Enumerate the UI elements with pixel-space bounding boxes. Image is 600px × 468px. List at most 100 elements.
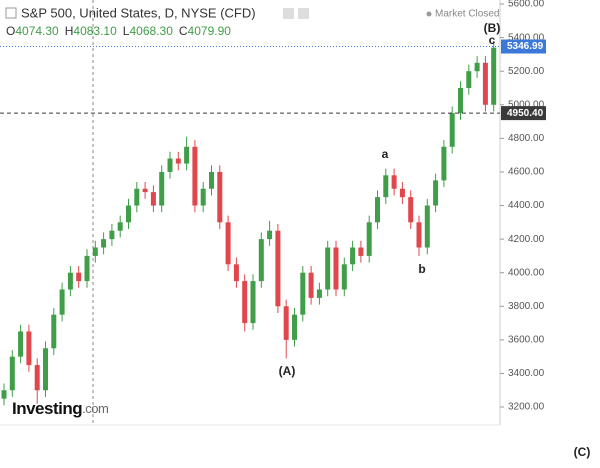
- plot: 3200.00 3400.00 3600.00 3800.00 4000.00 4200.…: [0, 0, 546, 413]
- candle-body: [92, 247, 98, 256]
- candle-body: [134, 188, 140, 206]
- candle-body: [424, 205, 430, 248]
- candle-body: [482, 62, 488, 105]
- candle-body: [275, 230, 281, 307]
- candle-body: [59, 289, 65, 315]
- candle-body: [117, 222, 123, 231]
- candle-body: [308, 272, 314, 298]
- candle-body: [366, 222, 372, 256]
- logo-main: Investing: [12, 399, 82, 418]
- candle-body: [433, 180, 439, 206]
- candle-body: [1, 390, 7, 399]
- y-tick-label: 5400.00: [508, 32, 545, 43]
- price-label: 5346.99: [507, 41, 544, 52]
- wave-label: b: [418, 262, 425, 276]
- candle-body: [300, 272, 306, 315]
- candle-body: [26, 331, 32, 366]
- y-tick-label: 3400.00: [508, 368, 545, 379]
- market-status: Market Closed: [435, 9, 499, 20]
- wave-label: (C): [574, 445, 591, 459]
- candle-body: [184, 146, 190, 164]
- ohlc-value: 4068.30: [129, 24, 173, 38]
- y-tick-label: 4000.00: [508, 267, 545, 278]
- y-tick-label: 3600.00: [508, 335, 545, 346]
- ohlc-key: H: [65, 24, 74, 38]
- candle-body: [233, 264, 239, 282]
- candle-body: [192, 146, 198, 206]
- candle-body: [167, 158, 173, 172]
- candle-body: [283, 306, 289, 340]
- candle-body: [250, 281, 256, 324]
- candle-body: [34, 365, 40, 391]
- candle-body: [316, 289, 322, 298]
- candle-body: [209, 171, 214, 189]
- candle-body: [217, 171, 223, 223]
- candle-body: [292, 314, 297, 340]
- icon[interactable]: [298, 8, 309, 19]
- candle-body: [474, 62, 480, 72]
- candle-body: [466, 71, 472, 88]
- icon[interactable]: [283, 8, 294, 19]
- y-tick-label: 5200.00: [508, 66, 545, 77]
- ohlc-bar: O4074.30 H4083.10 L4068.30 C4079.90: [6, 24, 231, 38]
- y-tick-label: 5600.00: [508, 0, 545, 10]
- candle-body: [43, 348, 48, 391]
- wave-label: a: [382, 147, 389, 161]
- candle-body: [458, 87, 463, 114]
- candle-body: [416, 222, 422, 248]
- collapse-icon[interactable]: [5, 7, 17, 19]
- candle-body: [150, 192, 156, 206]
- candle-body: [408, 197, 414, 223]
- ohlc-value: 4083.10: [73, 24, 117, 38]
- candle-body: [375, 197, 380, 223]
- candle-body: [491, 47, 497, 105]
- y-tick-label: 3200.00: [508, 402, 545, 413]
- candle-body: [341, 264, 347, 290]
- wave-label: (B): [484, 21, 501, 35]
- candle-body: [399, 188, 405, 198]
- candle-body: [441, 146, 447, 181]
- chart-title: S&P 500, United States, D, NYSE (CFD): [21, 5, 256, 20]
- y-tick-label: 5000.00: [508, 99, 545, 110]
- price-label-box: [501, 39, 546, 54]
- y-tick-label: 4800.00: [508, 133, 545, 144]
- ohlc-key: L: [123, 24, 130, 38]
- candle-body: [358, 247, 364, 256]
- price-label-box: [501, 106, 546, 121]
- price-label: 4950.40: [507, 108, 544, 119]
- candle-body: [109, 230, 115, 240]
- candle-body: [18, 331, 24, 357]
- candle-body: [159, 171, 165, 206]
- logo: Investing.com: [12, 399, 108, 418]
- candle-body: [200, 188, 206, 206]
- candle-body: [175, 158, 181, 164]
- candle-body: [225, 222, 231, 265]
- status-dot: [426, 11, 432, 17]
- candle-body: [126, 205, 131, 223]
- ohlc-text: O4074.30 H4083.10 L4068.30 C4079.90: [6, 24, 231, 38]
- y-tick-label: 3800.00: [508, 301, 545, 312]
- candle-body: [76, 272, 82, 282]
- candle-body: [449, 113, 455, 147]
- ohlc-value: 4079.90: [188, 24, 232, 38]
- wave-label: (A): [279, 364, 296, 378]
- y-tick-label: 4200.00: [508, 234, 545, 245]
- candle-body: [383, 175, 389, 198]
- candle-body: [258, 239, 264, 282]
- candle-body: [325, 247, 331, 290]
- candle-body: [67, 272, 73, 290]
- ohlc-value: 4074.30: [15, 24, 59, 38]
- ohlc-key: O: [6, 24, 15, 38]
- logo-suffix: .com: [82, 401, 108, 416]
- ohlc-key: C: [179, 24, 188, 38]
- candle-body: [142, 188, 148, 193]
- candle-body: [242, 281, 248, 324]
- candle-body: [84, 255, 90, 282]
- candle-body: [9, 356, 15, 391]
- y-tick-label: 4600.00: [508, 167, 545, 178]
- wave-label: c: [489, 33, 496, 47]
- y-tick-label: 4400.00: [508, 200, 545, 211]
- candle-body: [350, 247, 356, 265]
- candle-body: [51, 314, 57, 349]
